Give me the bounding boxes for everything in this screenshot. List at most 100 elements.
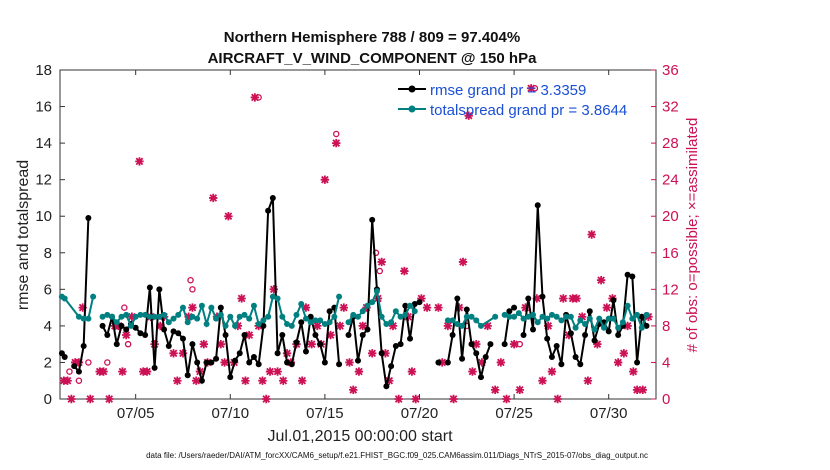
y-tick-label: 4 [44, 318, 52, 335]
obs-assimilated-point [468, 367, 477, 376]
obs-assimilated-point [258, 376, 267, 385]
x-axis-label: Jul.01,2015 00:00:00 start [267, 428, 453, 445]
rmse-point [132, 324, 139, 331]
rmse-point [558, 361, 565, 368]
rmse-point [501, 341, 508, 348]
totalspread-point [544, 315, 551, 322]
obs-assimilated-point [496, 358, 506, 367]
rmse-point [250, 353, 257, 360]
totalspread-point [109, 313, 116, 320]
totalspread-point [449, 317, 456, 324]
totalspread-point [624, 302, 631, 309]
x-tick-label: 07/05 [117, 405, 155, 422]
rmse-point [534, 202, 541, 209]
totalspread-point [104, 311, 111, 318]
obs-possible-point [104, 359, 111, 366]
obs-assimilated-point [411, 394, 420, 404]
obs-possible-point [121, 304, 128, 311]
obs-assimilated-point [632, 385, 642, 395]
totalspread-point [563, 313, 570, 320]
y-tick-label: 8 [44, 245, 52, 262]
x-tick-label: 07/25 [495, 405, 533, 422]
rmse-point [255, 361, 262, 368]
totalspread-point [151, 313, 158, 320]
y-right-tick-label: 0 [662, 391, 670, 408]
totalspread-point [586, 315, 593, 322]
rmse-point [586, 308, 593, 315]
totalspread-point [161, 311, 168, 318]
rmse-point [624, 271, 631, 278]
totalspread-point [85, 315, 92, 322]
totalspread-point [321, 321, 328, 328]
rmse-point [142, 332, 149, 339]
obs-assimilated-point [502, 394, 511, 404]
obs-assimilated-point [67, 394, 76, 404]
rmse-point [435, 359, 442, 366]
totalspread-point [492, 313, 499, 320]
rmse-point [165, 342, 172, 349]
totalspread-point [388, 319, 395, 326]
totalspread-point [610, 315, 617, 322]
obs-assimilated-point [381, 349, 390, 358]
obs-assimilated-point [345, 358, 354, 367]
totalspread-point [260, 317, 267, 324]
obs-assimilated-point [335, 321, 345, 331]
obs-assimilated-point [547, 367, 557, 376]
rmse-point [643, 322, 650, 329]
rmse-point [71, 363, 78, 370]
obs-assimilated-point [434, 303, 443, 312]
obs-assimilated-point [74, 358, 84, 367]
obs-assimilated-point [619, 349, 629, 358]
obs-assimilated-point [184, 312, 193, 321]
totalspread-point [355, 313, 361, 320]
y-tick-label: 14 [35, 135, 52, 152]
rmse-series-line [347, 219, 420, 387]
totalspread-point [113, 319, 120, 326]
rmse-point [530, 326, 537, 333]
totalspread-point [170, 315, 177, 322]
legend-rmse-marker [408, 85, 416, 93]
rmse-point [317, 341, 324, 348]
rmse-point [459, 355, 466, 362]
rmse-point [241, 332, 248, 339]
rmse-point [388, 363, 395, 370]
obs-assimilated-point [515, 385, 524, 395]
rmse-point [118, 322, 125, 329]
obs-assimilated-point [332, 138, 341, 148]
totalspread-point [217, 311, 224, 318]
rmse-point [156, 286, 163, 293]
rmse-point [487, 341, 494, 348]
totalspread-point [558, 317, 565, 324]
data-file-footer: data file: /Users/raeder/DAI/ATM_forcXX/… [146, 451, 648, 460]
obs-assimilated-point [122, 330, 131, 340]
totalspread-point [189, 313, 196, 320]
totalspread-point [307, 319, 314, 326]
totalspread-point [577, 317, 584, 324]
rmse-point [279, 332, 286, 339]
obs-possible-point [75, 377, 83, 384]
obs-assimilated-point [613, 358, 623, 367]
rmse-point [61, 353, 68, 360]
y-right-tick-label: 8 [662, 318, 670, 335]
obs-assimilated-point [593, 339, 602, 349]
totalspread-point [525, 313, 532, 320]
obs-assimilated-point [269, 285, 279, 294]
totalspread-point [241, 311, 248, 318]
obs-assimilated-point [273, 367, 282, 376]
rmse-point [444, 359, 451, 366]
totalspread-point [378, 313, 385, 320]
rmse-point [246, 359, 253, 366]
totalspread-point [539, 313, 546, 320]
rmse-point [572, 353, 579, 360]
rmse-point [284, 359, 291, 366]
obs-assimilated-point [543, 321, 553, 331]
obs-assimilated-point [417, 294, 426, 303]
totalspread-point [506, 313, 513, 320]
rmse-point [402, 302, 409, 309]
obs-assimilated-point [602, 303, 612, 312]
totalspread-point [198, 302, 205, 309]
rmse-point [539, 293, 546, 300]
totalspread-point [615, 324, 622, 331]
totalspread-point [638, 324, 645, 331]
obs-assimilated-point [265, 367, 275, 376]
